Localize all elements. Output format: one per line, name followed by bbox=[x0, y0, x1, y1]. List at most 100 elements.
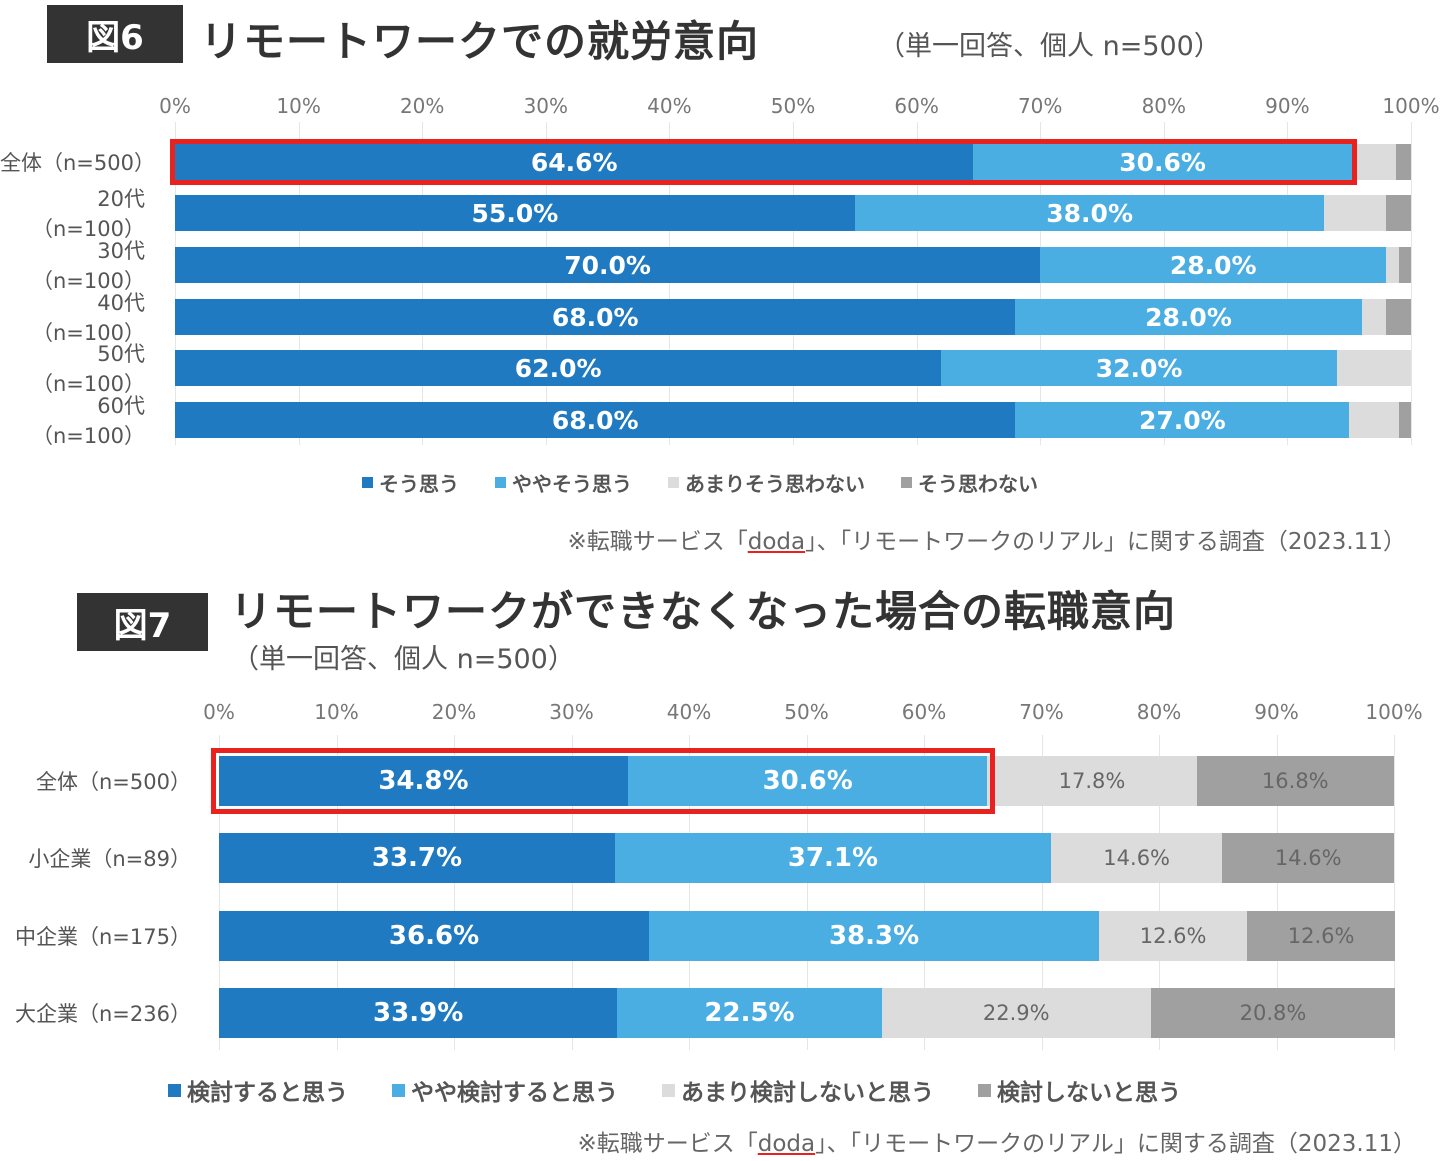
chart7-subtitle: （単一回答、個人 n=500） bbox=[232, 644, 575, 675]
bar-segment: 30.6% bbox=[627, 756, 988, 806]
x-tick-label: 20% bbox=[431, 700, 477, 724]
highlight-box bbox=[170, 139, 1357, 185]
source-prefix: ※転職サービス「 bbox=[577, 1131, 758, 1157]
bar-segment bbox=[1386, 195, 1411, 231]
gridline bbox=[689, 735, 690, 1050]
x-tick-label: 80% bbox=[1136, 700, 1182, 724]
x-tick-label: 0% bbox=[159, 94, 191, 118]
bar-segment: 30.6% bbox=[973, 144, 1352, 180]
gridline bbox=[1276, 735, 1278, 1050]
legend: そう思う ややそう思う あまりそう思わない そう思わない bbox=[362, 468, 1038, 497]
x-tick-label: 60% bbox=[894, 94, 939, 118]
legend-label: あまりそう思わない bbox=[685, 472, 865, 496]
legend-label: 検討しないと思う bbox=[997, 1080, 1181, 1106]
x-tick-label: 80% bbox=[1141, 94, 1187, 118]
bar-segment: 70.0% bbox=[175, 247, 1041, 283]
x-tick-label: 60% bbox=[901, 700, 947, 724]
x-tick-label: 90% bbox=[1254, 700, 1299, 724]
category-label: 中企業（n=175） bbox=[15, 925, 191, 949]
gridline bbox=[1287, 122, 1289, 445]
highlight-box bbox=[211, 748, 996, 814]
x-tick-label: 50% bbox=[784, 700, 829, 724]
category-label: 60代（n=100） bbox=[32, 394, 145, 448]
bar-segment: 38.0% bbox=[854, 195, 1325, 231]
chart6-subtitle: （単一回答、個人 n=500） bbox=[878, 31, 1221, 62]
category-label: 40代（n=100） bbox=[32, 291, 145, 345]
bar-segment bbox=[1351, 144, 1397, 180]
category-label: 全体（n=500） bbox=[36, 770, 191, 794]
legend-swatch bbox=[495, 477, 506, 488]
legend-item: やや検討すると思う bbox=[392, 1073, 618, 1107]
gridline bbox=[1411, 122, 1412, 445]
source-prefix: ※転職サービス「 bbox=[567, 529, 748, 555]
x-tick-label: 0% bbox=[203, 700, 235, 724]
bar-segment: 64.6% bbox=[175, 144, 974, 180]
legend-swatch bbox=[392, 1083, 405, 1097]
bar-segment: 28.0% bbox=[1040, 247, 1387, 283]
gridline bbox=[545, 122, 547, 445]
bar-segment: 55.0% bbox=[175, 195, 855, 231]
x-tick-label: 100% bbox=[1365, 700, 1423, 724]
legend-item: そう思わない bbox=[901, 468, 1038, 497]
legend-swatch bbox=[362, 477, 373, 488]
category-label: 50代（n=100） bbox=[32, 342, 145, 396]
bar-segment bbox=[1336, 350, 1411, 386]
x-tick-label: 40% bbox=[647, 94, 692, 118]
source-suffix: 」、「リモートワークのリアル」に関する調査（2023.11） bbox=[805, 529, 1406, 555]
bar-segment: 37.1% bbox=[614, 833, 1051, 883]
legend: 検討すると思う やや検討すると思う あまり検討しないと思う 検討しないと思う bbox=[168, 1073, 1181, 1107]
gridline bbox=[336, 735, 338, 1050]
gridline bbox=[806, 735, 808, 1050]
gridline bbox=[1394, 735, 1395, 1050]
chart7-title: リモートワークができなくなった場合の転職意向 bbox=[230, 587, 1177, 636]
category-label: 大企業（n=236） bbox=[15, 1002, 191, 1026]
bar-segment: 12.6% bbox=[1247, 911, 1396, 961]
figure-badge-7: 図7 bbox=[77, 593, 208, 651]
bar-segment bbox=[1324, 195, 1387, 231]
x-tick-label: 10% bbox=[314, 700, 359, 724]
category-label: 30代（n=100） bbox=[32, 239, 145, 293]
bar-segment bbox=[1396, 144, 1411, 180]
legend-label: そう思わない bbox=[918, 472, 1038, 496]
gridline bbox=[669, 122, 671, 445]
gridline bbox=[1163, 122, 1165, 445]
gridline bbox=[571, 735, 573, 1050]
category-label: 20代（n=100） bbox=[32, 187, 145, 241]
bar-segment: 22.5% bbox=[617, 988, 882, 1038]
legend-swatch bbox=[901, 477, 912, 488]
gridline bbox=[454, 735, 455, 1050]
legend-label: あまり検討しないと思う bbox=[681, 1080, 934, 1106]
legend-item: 検討しないと思う bbox=[978, 1073, 1181, 1107]
legend-swatch bbox=[662, 1083, 675, 1097]
x-tick-label: 20% bbox=[399, 94, 445, 118]
gridline bbox=[422, 122, 424, 445]
gridline bbox=[1159, 735, 1160, 1050]
bar-segment: 68.0% bbox=[175, 402, 1016, 438]
source-brand: doda bbox=[747, 529, 806, 555]
legend-label: ややそう思う bbox=[512, 472, 632, 496]
bar-segment: 28.0% bbox=[1015, 299, 1362, 335]
bar-segment: 62.0% bbox=[175, 350, 942, 386]
bar-segment: 32.0% bbox=[941, 350, 1337, 386]
chart7-source: ※転職サービス「doda」、「リモートワークのリアル」に関する調査（2023.1… bbox=[577, 1124, 1416, 1158]
bar-segment: 33.9% bbox=[219, 988, 618, 1038]
bar-segment bbox=[1349, 402, 1399, 438]
gridline bbox=[793, 122, 794, 445]
legend-item: そう思う bbox=[362, 468, 459, 497]
legend-item: 検討すると思う bbox=[168, 1073, 348, 1107]
legend-label: そう思う bbox=[379, 472, 459, 496]
bar-segment bbox=[1398, 247, 1411, 283]
bar-segment: 34.8% bbox=[219, 756, 628, 806]
gridline bbox=[298, 122, 300, 445]
x-tick-label: 40% bbox=[666, 700, 712, 724]
x-tick-label: 90% bbox=[1265, 94, 1310, 118]
legend-swatch bbox=[168, 1083, 181, 1097]
bar-segment: 20.8% bbox=[1150, 988, 1396, 1038]
x-tick-label: 70% bbox=[1017, 94, 1063, 118]
x-tick-label: 30% bbox=[523, 94, 569, 118]
bar-segment: 38.3% bbox=[649, 911, 1100, 961]
gridline bbox=[1040, 122, 1042, 445]
bar-segment: 33.7% bbox=[219, 833, 615, 883]
x-tick-label: 50% bbox=[770, 94, 816, 118]
bar-segment: 17.8% bbox=[987, 756, 1197, 806]
